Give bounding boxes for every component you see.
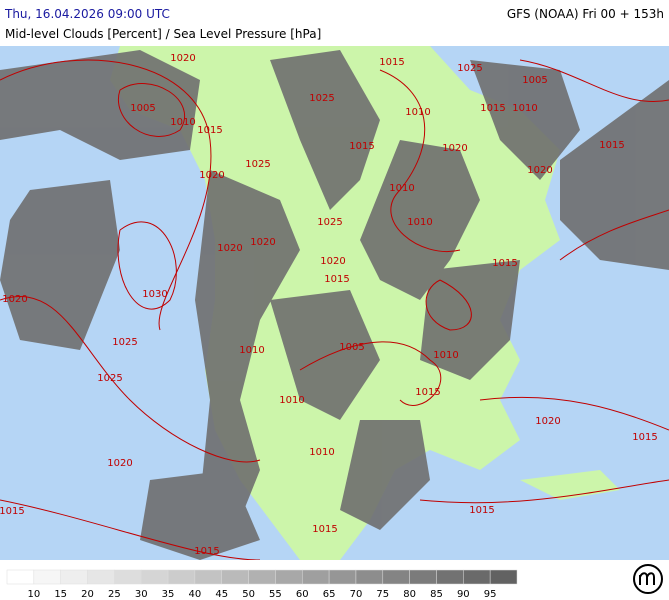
legend-swatch (60, 569, 88, 585)
legend-swatch (409, 569, 437, 585)
subtitle: Mid-level Clouds [Percent] / Sea Level P… (5, 27, 321, 41)
isobar-label: 1005 (522, 75, 547, 86)
legend-label: 30 (135, 589, 148, 600)
isobar-label: 1030 (142, 289, 167, 300)
isobar-label: 1020 (2, 294, 27, 305)
clouds (0, 50, 669, 560)
isobars (0, 59, 669, 561)
isobar-label: 1015 (480, 103, 505, 114)
isobar-label: 1010 (279, 395, 304, 406)
map (0, 46, 669, 561)
legend-label: 40 (189, 589, 202, 600)
legend-label: 80 (403, 589, 416, 600)
legend-swatch (221, 569, 249, 585)
legend-label: 65 (323, 589, 336, 600)
legend-label: 55 (269, 589, 282, 600)
legend-label: 20 (81, 589, 94, 600)
logo (633, 564, 663, 594)
legend-label: 15 (54, 589, 67, 600)
isobar-label: 1020 (170, 53, 195, 64)
isobar-label: 1025 (309, 93, 334, 104)
isobar-label: 1020 (199, 170, 224, 181)
isobar-label: 1025 (457, 63, 482, 74)
isobar-label: 1010 (309, 447, 334, 458)
legend-swatch (114, 569, 142, 585)
datetime: Thu, 16.04.2026 09:00 UTC (4, 7, 170, 21)
isobar-label: 1015 (197, 125, 222, 136)
model-run: GFS (NOAA) Fri 00 + 153h (507, 7, 664, 21)
isobar-label: 1010 (239, 345, 264, 356)
legend-label: 35 (162, 589, 175, 600)
isobar-label: 1025 (112, 337, 137, 348)
legend-swatch (167, 569, 196, 585)
isobar-label: 1015 (492, 258, 517, 269)
isobar-label: 1015 (379, 57, 404, 68)
legend-swatch (140, 569, 169, 585)
legend-label: 75 (376, 589, 389, 600)
isobar-label: 1015 (0, 506, 25, 517)
legend-swatch (355, 569, 384, 585)
legend-label: 90 (457, 589, 470, 600)
isobar-label: 1010 (170, 117, 195, 128)
isobar-label: 1010 (512, 103, 537, 114)
legend-swatch (33, 569, 61, 585)
legend-swatch (302, 569, 330, 585)
land (520, 470, 620, 500)
legend-swatch (87, 569, 115, 585)
legend-label: 50 (242, 589, 255, 600)
legend-swatch (248, 569, 276, 585)
isobar-label: 1020 (527, 165, 552, 176)
legend: 10 15 20 25 30 35 40 45 50 55 60 65 70 75 80 85 90 95 (6, 569, 518, 600)
isobar-label: 1015 (415, 387, 440, 398)
legend-swatch (382, 569, 410, 585)
legend-swatch (6, 569, 35, 585)
legend-label: 70 (350, 589, 363, 600)
isobar-label: 1020 (442, 143, 467, 154)
isobar-label: 1010 (389, 183, 414, 194)
isobar-label: 1015 (194, 546, 219, 557)
legend-swatch (275, 569, 303, 585)
isobar-label: 1025 (245, 159, 270, 170)
isobar-label: 1015 (632, 432, 657, 443)
isobar-label: 1010 (433, 350, 458, 361)
isobar-label: 1005 (339, 342, 364, 353)
legend-swatch (463, 569, 491, 585)
isobar-label: 1010 (407, 217, 432, 228)
legend-label: 95 (484, 589, 497, 600)
isobar-label: 1020 (535, 416, 560, 427)
isobar-label: 1020 (250, 237, 275, 248)
isobar-label: 1015 (324, 274, 349, 285)
isobar-label: 1020 (320, 256, 345, 267)
isobar-label: 1015 (349, 141, 374, 152)
isobar-label: 1010 (405, 107, 430, 118)
isobar-label: 1025 (97, 373, 122, 384)
isobar-label: 1015 (599, 140, 624, 151)
isobar-label: 1015 (469, 505, 494, 516)
legend-swatch (328, 569, 357, 585)
isobar-label: 1020 (107, 458, 132, 469)
isobar-label: 1005 (130, 103, 155, 114)
legend-label: 45 (215, 589, 228, 600)
isobar-label: 1025 (317, 217, 342, 228)
legend-label: 60 (296, 589, 309, 600)
legend-swatch (436, 569, 464, 585)
legend-swatch (489, 569, 518, 585)
legend-label: 85 (430, 589, 443, 600)
legend-label: 25 (108, 589, 121, 600)
legend-swatch (194, 569, 222, 585)
legend-label: 10 (27, 589, 40, 600)
isobar-label: 1015 (312, 524, 337, 535)
isobar-label: 1020 (217, 243, 242, 254)
